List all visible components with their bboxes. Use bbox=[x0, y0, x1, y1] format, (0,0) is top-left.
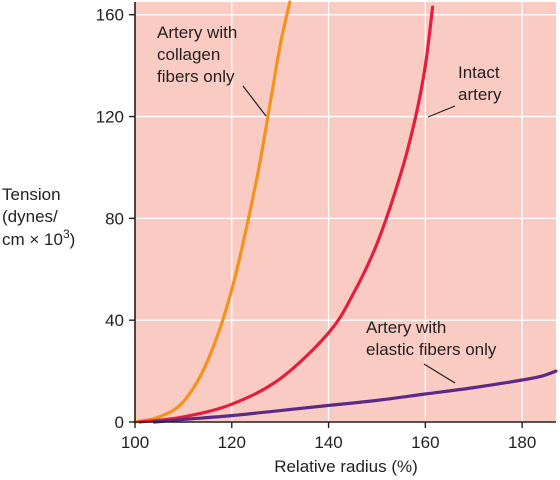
tick-layer: 100 120 140 160 180 0 40 80 120 160 bbox=[96, 6, 537, 452]
x-tick-label-120: 120 bbox=[218, 433, 246, 452]
y-tick-label-160: 160 bbox=[96, 6, 124, 25]
y-tick-label-0: 0 bbox=[115, 413, 124, 432]
elastic-annotation-line-2: elastic fibers only bbox=[366, 340, 497, 359]
series-line-intact bbox=[138, 5, 435, 424]
x-tick-label-100: 100 bbox=[121, 433, 149, 452]
leader-layer bbox=[242, 85, 456, 384]
leader-line-intact bbox=[427, 105, 456, 118]
y-tick-label-80: 80 bbox=[105, 209, 124, 228]
series-line-collagen bbox=[133, 0, 292, 424]
x-axis-label: Relative radius (%) bbox=[274, 457, 418, 476]
y-tick-label-40: 40 bbox=[105, 311, 124, 330]
y-axis-label-closing: ) bbox=[70, 230, 76, 249]
y-axis-label-line-1: Tension bbox=[2, 185, 61, 204]
y-tick-label-120: 120 bbox=[96, 108, 124, 127]
plot-background bbox=[135, 2, 556, 422]
x-tick-label-180: 180 bbox=[508, 433, 536, 452]
y-axis-label-superscript: 3 bbox=[63, 227, 70, 241]
axis-layer bbox=[134, 2, 556, 423]
elastic-annotation-line-1: Artery with bbox=[366, 318, 446, 337]
leader-line-elastic bbox=[423, 363, 456, 384]
intact-annotation-line-2: artery bbox=[458, 85, 502, 104]
intact-annotation-line-1: Intact bbox=[458, 63, 500, 82]
x-tick-label-140: 140 bbox=[314, 433, 342, 452]
y-axis-label-line-3: cm × 103) bbox=[2, 227, 75, 249]
collagen-annotation-line-1: Artery with bbox=[157, 23, 237, 42]
collagen-annotation-line-2: collagen bbox=[157, 45, 220, 64]
series-line-elastic bbox=[152, 369, 558, 424]
series-layer bbox=[133, 0, 558, 424]
y-axis-label-line-2: (dynes/ bbox=[2, 207, 58, 226]
collagen-annotation-line-3: fibers only bbox=[157, 67, 235, 86]
x-tick-label-160: 160 bbox=[411, 433, 439, 452]
leader-line-collagen bbox=[242, 85, 267, 117]
y-axis-label-unit: cm × 10 bbox=[2, 230, 63, 249]
